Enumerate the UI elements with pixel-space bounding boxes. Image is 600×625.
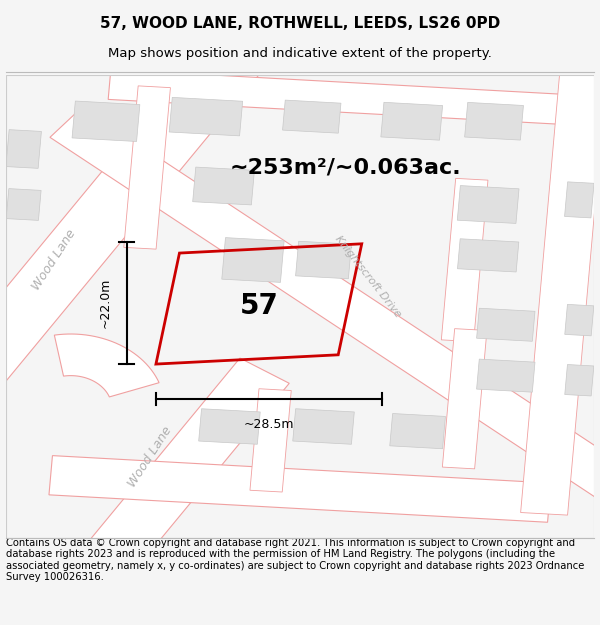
Polygon shape	[55, 334, 159, 397]
Polygon shape	[108, 69, 600, 127]
Polygon shape	[0, 0, 307, 559]
Polygon shape	[283, 100, 341, 133]
Text: Knightscroft Drive: Knightscroft Drive	[332, 233, 403, 319]
Text: Wood Lane: Wood Lane	[125, 424, 175, 489]
Polygon shape	[169, 98, 242, 136]
Text: 57: 57	[239, 292, 278, 320]
Polygon shape	[381, 102, 443, 140]
Polygon shape	[199, 409, 260, 444]
Polygon shape	[124, 86, 170, 249]
Text: ~28.5m: ~28.5m	[244, 418, 295, 431]
Polygon shape	[193, 167, 254, 205]
Polygon shape	[222, 238, 284, 282]
Polygon shape	[6, 189, 41, 221]
Polygon shape	[6, 129, 41, 168]
Polygon shape	[50, 107, 600, 524]
Text: Contains OS data © Crown copyright and database right 2021. This information is : Contains OS data © Crown copyright and d…	[6, 538, 584, 582]
Polygon shape	[565, 182, 594, 218]
Polygon shape	[442, 178, 488, 342]
Polygon shape	[565, 364, 594, 396]
Polygon shape	[476, 308, 535, 341]
Polygon shape	[390, 414, 445, 449]
Text: ~22.0m: ~22.0m	[99, 278, 112, 328]
Polygon shape	[64, 358, 289, 597]
Polygon shape	[250, 389, 291, 492]
Polygon shape	[296, 241, 352, 279]
Polygon shape	[72, 101, 140, 141]
Polygon shape	[521, 51, 600, 515]
Polygon shape	[476, 359, 535, 392]
Polygon shape	[464, 102, 523, 140]
Polygon shape	[442, 329, 487, 469]
Polygon shape	[565, 304, 594, 336]
Polygon shape	[49, 456, 551, 522]
Text: Map shows position and indicative extent of the property.: Map shows position and indicative extent…	[108, 48, 492, 61]
Text: 57, WOOD LANE, ROTHWELL, LEEDS, LS26 0PD: 57, WOOD LANE, ROTHWELL, LEEDS, LS26 0PD	[100, 16, 500, 31]
Polygon shape	[457, 239, 519, 272]
Polygon shape	[293, 409, 354, 444]
Text: ~253m²/~0.063ac.: ~253m²/~0.063ac.	[229, 158, 461, 177]
Polygon shape	[457, 186, 519, 223]
Text: Wood Lane: Wood Lane	[30, 228, 79, 292]
